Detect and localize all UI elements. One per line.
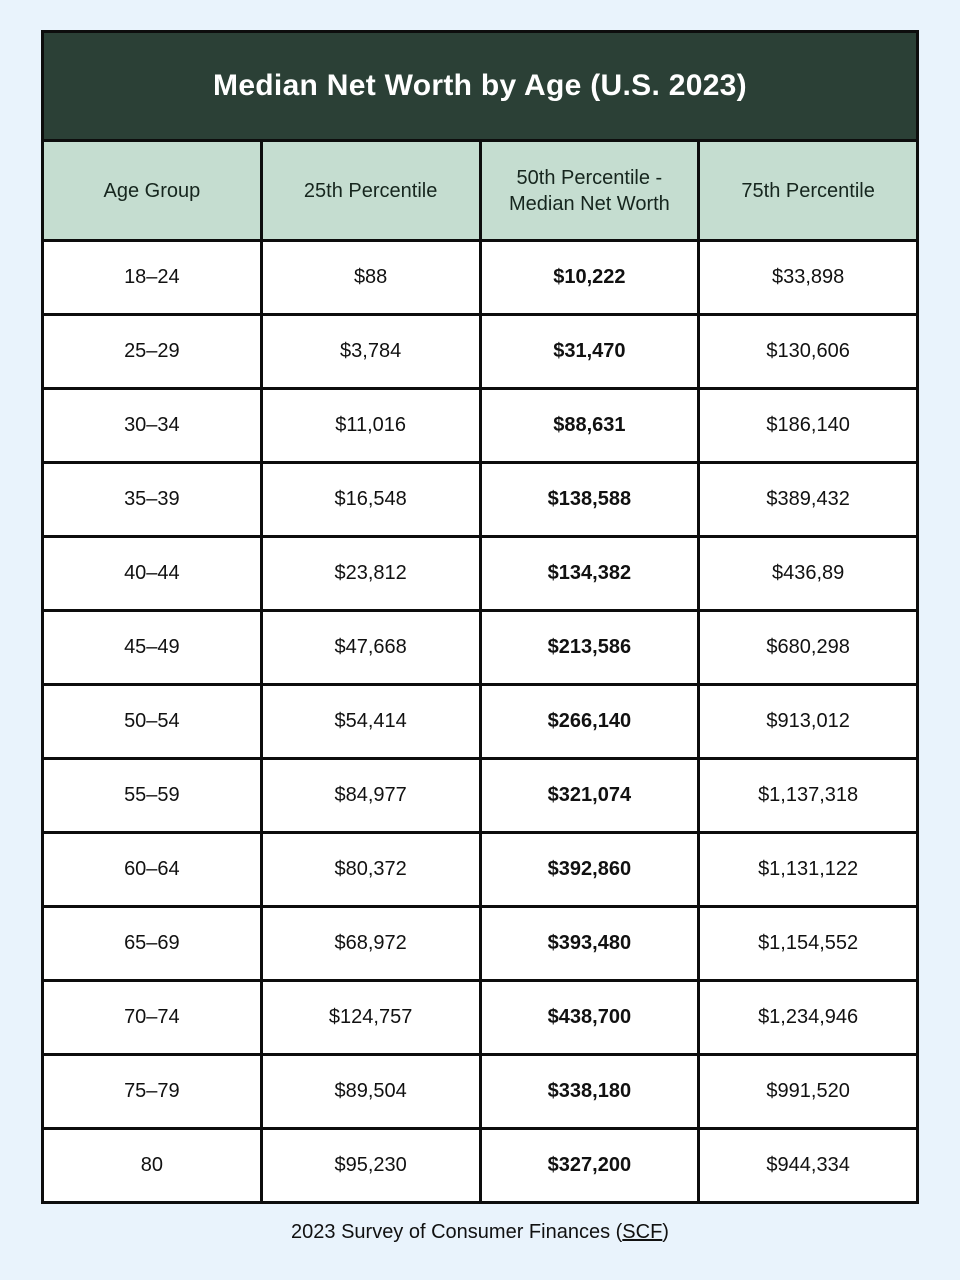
p75-cell: $680,298 [697, 609, 919, 686]
age-group-cell: 35–39 [41, 461, 263, 538]
age-group-cell: 30–34 [41, 387, 263, 464]
p75-cell: $1,131,122 [697, 831, 919, 908]
p75-cell: $33,898 [697, 239, 919, 316]
p25-cell: $80,372 [259, 831, 482, 908]
table-head: Median Net Worth by Age (U.S. 2023) Age … [41, 30, 919, 242]
scf-link[interactable]: SCF [622, 1221, 663, 1243]
p75-cell: $436,89 [697, 535, 919, 612]
column-header-75th-percentile: 75th Percentile [697, 139, 919, 242]
p25-cell: $68,972 [259, 905, 482, 982]
p25-cell: $124,757 [259, 979, 482, 1056]
table-row: 25–29 $3,784 $31,470 $130,606 [41, 313, 919, 390]
p75-cell: $389,432 [697, 461, 919, 538]
source-text-suffix: ) [662, 1221, 669, 1243]
median-cell: $10,222 [478, 239, 701, 316]
p25-cell: $54,414 [259, 683, 482, 760]
title-row: Median Net Worth by Age (U.S. 2023) [41, 30, 919, 142]
table-row: 80 $95,230 $327,200 $944,334 [41, 1127, 919, 1204]
table-row: 60–64 $80,372 $392,860 $1,131,122 [41, 831, 919, 908]
table-row: 50–54 $54,414 $266,140 $913,012 [41, 683, 919, 760]
table-row: 55–59 $84,977 $321,074 $1,137,318 [41, 757, 919, 834]
age-group-cell: 55–59 [41, 757, 263, 834]
median-cell: $438,700 [478, 979, 701, 1056]
p75-cell: $186,140 [697, 387, 919, 464]
median-cell: $321,074 [478, 757, 701, 834]
p25-cell: $47,668 [259, 609, 482, 686]
p75-cell: $130,606 [697, 313, 919, 390]
p25-cell: $95,230 [259, 1127, 482, 1204]
median-cell: $393,480 [478, 905, 701, 982]
median-cell: $134,382 [478, 535, 701, 612]
median-cell: $338,180 [478, 1053, 701, 1130]
p75-cell: $944,334 [697, 1127, 919, 1204]
table-row: 35–39 $16,548 $138,588 $389,432 [41, 461, 919, 538]
age-group-cell: 70–74 [41, 979, 263, 1056]
p75-cell: $1,154,552 [697, 905, 919, 982]
source-note: 2023 Survey of Consumer Finances (SCF) [0, 1221, 960, 1244]
age-group-cell: 45–49 [41, 609, 263, 686]
p75-cell: $913,012 [697, 683, 919, 760]
median-cell: $31,470 [478, 313, 701, 390]
p25-cell: $3,784 [259, 313, 482, 390]
table-body: 18–24 $88 $10,222 $33,898 25–29 $3,784 $31,470… [41, 239, 919, 1204]
table-row: 30–34 $11,016 $88,631 $186,140 [41, 387, 919, 464]
median-cell: $266,140 [478, 683, 701, 760]
p75-cell: $1,137,318 [697, 757, 919, 834]
age-group-cell: 18–24 [41, 239, 263, 316]
age-group-cell: 40–44 [41, 535, 263, 612]
median-cell: $88,631 [478, 387, 701, 464]
p25-cell: $23,812 [259, 535, 482, 612]
age-group-cell: 80 [41, 1127, 263, 1204]
table-row: 18–24 $88 $10,222 $33,898 [41, 239, 919, 316]
page-title: Median Net Worth by Age (U.S. 2023) [41, 30, 919, 142]
p25-cell: $84,977 [259, 757, 482, 834]
table-row: 75–79 $89,504 $338,180 $991,520 [41, 1053, 919, 1130]
p25-cell: $89,504 [259, 1053, 482, 1130]
table-row: 65–69 $68,972 $393,480 $1,154,552 [41, 905, 919, 982]
median-cell: $138,588 [478, 461, 701, 538]
p75-cell: $991,520 [697, 1053, 919, 1130]
table-row: 45–49 $47,668 $213,586 $680,298 [41, 609, 919, 686]
column-header-25th-percentile: 25th Percentile [259, 139, 482, 242]
p25-cell: $16,548 [259, 461, 482, 538]
age-group-cell: 50–54 [41, 683, 263, 760]
table-row: 40–44 $23,812 $134,382 $436,89 [41, 535, 919, 612]
age-group-cell: 60–64 [41, 831, 263, 908]
age-group-cell: 65–69 [41, 905, 263, 982]
p25-cell: $11,016 [259, 387, 482, 464]
column-header-median: 50th Percentile - Median Net Worth [478, 139, 701, 242]
age-group-cell: 25–29 [41, 313, 263, 390]
age-group-cell: 75–79 [41, 1053, 263, 1130]
table-row: 70–74 $124,757 $438,700 $1,234,946 [41, 979, 919, 1056]
column-header-row: Age Group 25th Percentile 50th Percentil… [41, 139, 919, 242]
source-text-prefix: 2023 Survey of Consumer Finances ( [291, 1221, 623, 1243]
p75-cell: $1,234,946 [697, 979, 919, 1056]
median-cell: $327,200 [478, 1127, 701, 1204]
column-header-age-group: Age Group [41, 139, 263, 242]
p25-cell: $88 [259, 239, 482, 316]
net-worth-table: Median Net Worth by Age (U.S. 2023) Age … [41, 30, 919, 1204]
median-cell: $213,586 [478, 609, 701, 686]
median-cell: $392,860 [478, 831, 701, 908]
